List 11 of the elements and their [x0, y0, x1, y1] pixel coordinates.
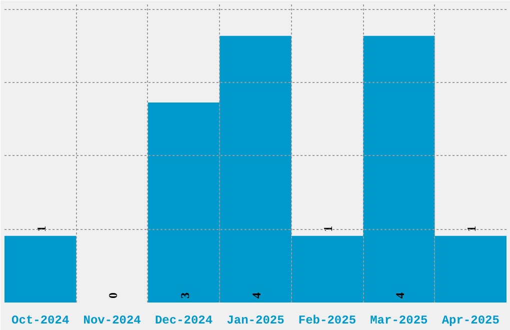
x-tick-label: Mar-2025 — [370, 314, 428, 328]
x-tick-label: Nov-2024 — [83, 314, 141, 328]
x-tick-label: Oct-2024 — [12, 314, 70, 328]
x-tick-label: Dec-2024 — [154, 314, 213, 328]
x-tick-label: Apr-2025 — [442, 314, 500, 328]
data-label: 4 — [250, 292, 264, 298]
x-tick-label: Feb-2025 — [298, 314, 356, 328]
data-label: 3 — [178, 292, 192, 298]
x-tick-label: Jan-2025 — [226, 314, 284, 328]
data-label: 4 — [392, 292, 407, 298]
data-label: 0 — [106, 292, 120, 298]
